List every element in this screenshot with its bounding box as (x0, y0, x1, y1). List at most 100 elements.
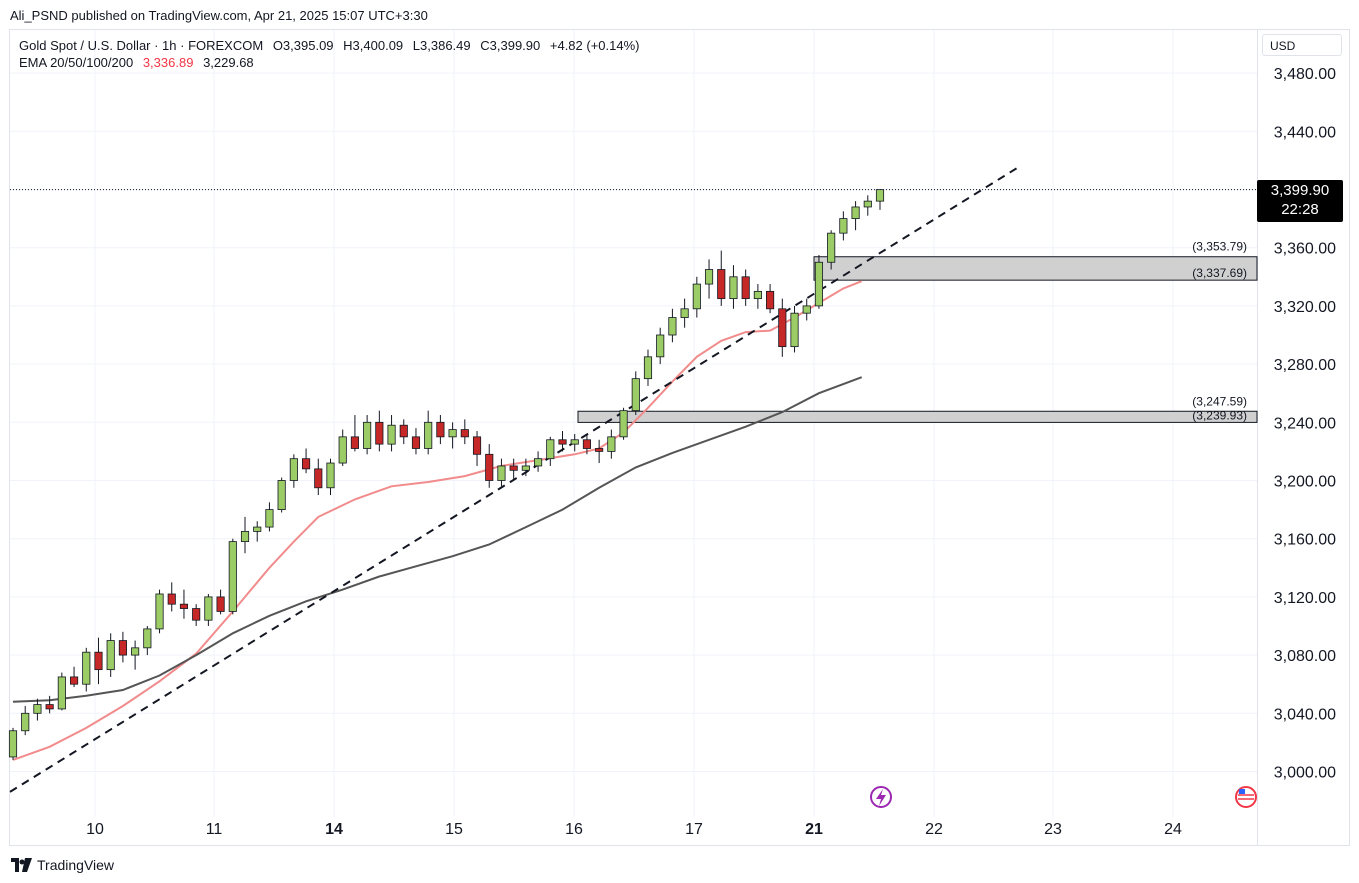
x-tick-label: 22 (925, 821, 943, 838)
candle-body (82, 651, 91, 685)
y-tick-label: 3,320.00 (1274, 299, 1336, 316)
last-price-value: 3,399.90 (1270, 182, 1330, 199)
candle-body (216, 596, 225, 612)
candle-body (851, 206, 860, 220)
candle-body (558, 439, 567, 445)
ohlc-open: O3,395.09 (272, 38, 334, 53)
trendline-group (9, 165, 1021, 793)
y-tick-label: 3,080.00 (1274, 648, 1336, 665)
candle-body (69, 676, 79, 685)
candle-body (106, 640, 115, 671)
candle-body (143, 628, 152, 649)
ema-value-2: 3,229.68 (203, 55, 254, 70)
candle-body (155, 593, 164, 630)
x-tick-label: 10 (86, 821, 104, 838)
candle-body (338, 436, 347, 464)
y-tick-label: 3,240.00 (1274, 415, 1336, 432)
candle-body (118, 640, 127, 656)
y-tick-label: 3,440.00 (1274, 124, 1336, 141)
candle-body (472, 436, 482, 455)
candle-body (802, 305, 811, 314)
support-zones: (3,353.79) (3,337.69) (3,247.59)(3,239.93) (577, 240, 1258, 423)
candle-body (607, 436, 616, 452)
candle-body (204, 596, 213, 621)
candle-body (326, 462, 335, 489)
chart-icons (870, 786, 1257, 808)
zone-top-label: (3,247.59) (1192, 394, 1247, 408)
candle-body (424, 421, 433, 449)
candle-body (179, 603, 189, 609)
candle-body (436, 421, 445, 438)
candle-body (363, 421, 372, 449)
support-zone (577, 410, 1258, 423)
candle-body (265, 509, 274, 528)
candle-body (692, 283, 701, 310)
symbol-title: Gold Spot / U.S. Dollar · 1h · FOREXCOM (19, 38, 264, 53)
candle-body (33, 704, 42, 714)
lightning-bolt-icon (876, 789, 886, 806)
candle-body (546, 439, 555, 460)
chart-pane[interactable] (9, 29, 1258, 846)
currency-selector[interactable]: USD (1262, 34, 1342, 56)
tradingview-logo[interactable]: TradingView (11, 857, 114, 873)
candle-body (643, 356, 653, 380)
x-tick-label: 15 (445, 821, 463, 838)
price-change: +4.82 (+0.14%) (549, 38, 640, 53)
candle-body (790, 312, 799, 348)
flag-canton (1239, 789, 1245, 794)
price-axis[interactable] (1258, 29, 1350, 846)
candle-body (863, 200, 872, 208)
ema-line (12, 280, 863, 761)
ohlc-high: H3,400.09 (343, 38, 404, 53)
candle-body (375, 421, 384, 445)
x-tick-label: 16 (565, 821, 583, 838)
ema-label: EMA 20/50/100/200 (19, 55, 134, 70)
ohlc-close: C3,399.90 (480, 38, 541, 53)
zone-bottom-label: (3,337.69) (1192, 266, 1247, 280)
candle-body (497, 465, 506, 481)
candle-body (302, 458, 311, 470)
x-tick-label: 23 (1044, 821, 1062, 838)
candle-body (57, 676, 66, 710)
candle-body (253, 526, 262, 532)
zone-top-label: (3,353.79) (1192, 240, 1247, 254)
x-axis-labels: 10 11 14 15 16 17 21 22 23 24 (86, 821, 1182, 838)
candle-body (766, 290, 775, 310)
x-tick-label: 21 (805, 821, 823, 838)
candle-body (228, 541, 237, 612)
candle-body (668, 317, 677, 336)
candle-body (21, 712, 30, 732)
y-tick-label: 3,120.00 (1274, 590, 1336, 607)
last-price-tag: 3,399.90 22:28 (1257, 180, 1343, 222)
x-tick-label: 14 (325, 821, 343, 838)
zone-bottom-label: (3,239.93) (1192, 408, 1247, 422)
x-tick-label: 11 (206, 821, 223, 838)
ohlc-low: L3,386.49 (412, 38, 471, 53)
candle-body (741, 276, 750, 300)
candle-body (94, 651, 103, 671)
ema-line (12, 376, 863, 703)
candle-body (448, 429, 457, 438)
candle-body (509, 465, 518, 471)
y-tick-label: 3,200.00 (1274, 474, 1336, 491)
y-tick-label: 3,480.00 (1274, 66, 1336, 83)
candle-body (411, 436, 421, 449)
candle-body (314, 468, 323, 489)
candle-body (534, 458, 543, 467)
bar-countdown: 22:28 (1281, 201, 1319, 218)
candle-body (570, 439, 579, 445)
candle-body (753, 290, 762, 300)
candle-body (45, 704, 54, 710)
candle-body (240, 531, 250, 543)
logo-text: TradingView (37, 857, 115, 873)
candle-body (595, 448, 604, 452)
candle-body (619, 410, 628, 438)
y-axis-labels: 3,000.00 3,040.00 3,080.00 3,120.00 3,160.00… (1274, 66, 1336, 781)
candle-body (729, 276, 738, 300)
candle-body (875, 189, 885, 202)
candle-body (521, 465, 530, 471)
candle-body (717, 269, 726, 300)
candle-body (582, 439, 591, 449)
candle-body (8, 730, 18, 758)
